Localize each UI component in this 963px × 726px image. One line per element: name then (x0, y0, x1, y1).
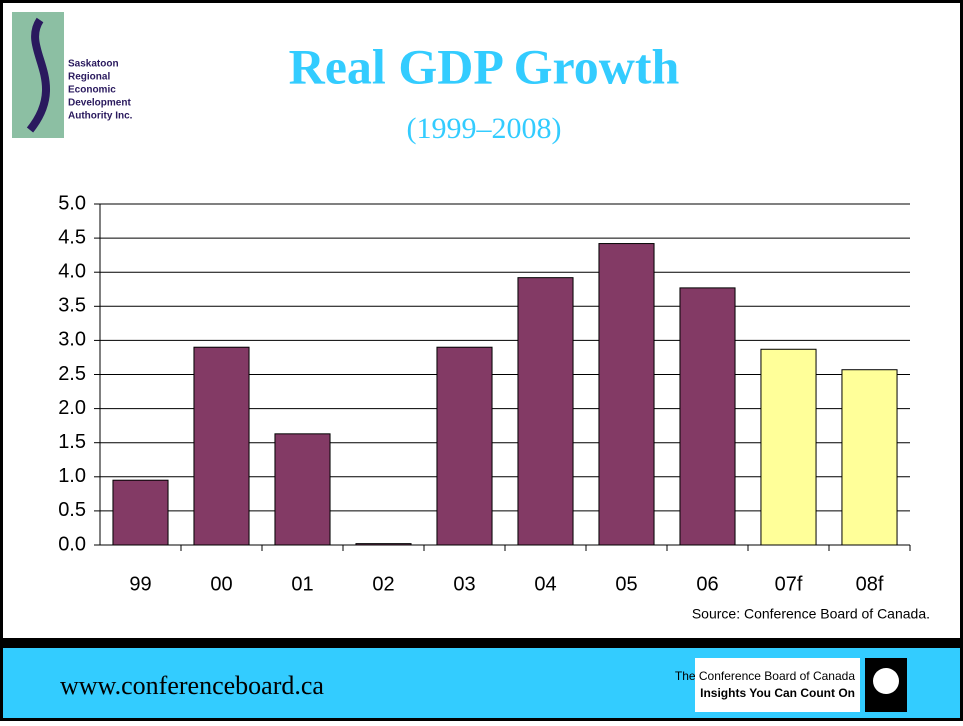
y-tick-label: 3.5 (58, 295, 86, 317)
footer-url: www.conferenceboard.ca (60, 671, 324, 700)
bar (436, 346, 493, 546)
bar (355, 543, 412, 546)
logo (8, 8, 148, 142)
x-tick-label: 01 (291, 573, 313, 595)
y-tick-label: 4.5 (58, 226, 86, 248)
y-tick-label: 0.5 (58, 499, 86, 521)
bar (112, 479, 169, 546)
bar (760, 348, 817, 546)
footer-icon-flame (873, 668, 899, 694)
bar (517, 277, 574, 546)
y-tick-label: 2.0 (58, 397, 86, 419)
chart-title: Real GDP Growth (289, 38, 680, 94)
x-tick-label: 05 (615, 573, 637, 595)
x-tick-label: 04 (534, 573, 556, 595)
x-tick-label: 06 (696, 573, 718, 595)
x-tick-label: 99 (129, 573, 151, 595)
logo-text: Regional (68, 72, 110, 83)
y-tick-label: 1.5 (58, 431, 86, 453)
bar (679, 287, 736, 546)
logo-text: Development (68, 98, 131, 109)
x-tick-label: 07f (775, 573, 803, 595)
footer-tagline: Insights You Can Count On (700, 686, 855, 700)
y-tick-label: 5.0 (58, 192, 86, 214)
x-tick-label: 03 (453, 573, 475, 595)
footer-org: The Conference Board of Canada (675, 669, 855, 683)
y-tick-label: 2.5 (58, 363, 86, 385)
footer-logo-box (695, 658, 860, 712)
logo-text: Saskatoon (68, 59, 119, 70)
y-tick-label: 0.0 (58, 533, 86, 555)
logo-text: Economic (68, 85, 116, 96)
bar (193, 346, 250, 546)
source-note: Source: Conference Board of Canada. (692, 606, 930, 622)
bar (598, 243, 655, 546)
x-tick-label: 08f (856, 573, 884, 595)
chart-subtitle: (1999–2008) (407, 112, 562, 145)
x-tick-label: 00 (210, 573, 232, 595)
y-tick-label: 1.0 (58, 465, 86, 487)
y-tick-label: 4.0 (58, 260, 86, 282)
logo-swoosh (26, 17, 51, 133)
footer-rule (3, 638, 960, 648)
logo-text: Authority Inc. (68, 111, 133, 122)
bar (841, 369, 898, 546)
y-tick-label: 3.0 (58, 329, 86, 351)
x-tick-label: 02 (372, 573, 394, 595)
bar (274, 433, 331, 546)
